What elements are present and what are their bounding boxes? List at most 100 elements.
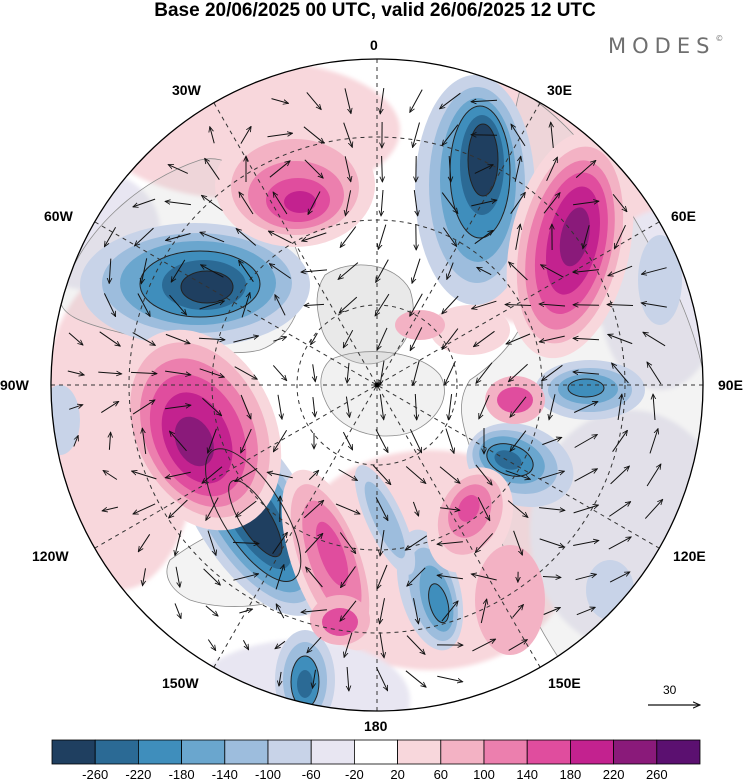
- wind-vector-arrow: [236, 229, 257, 246]
- colorbar-swatch: [483, 739, 528, 765]
- wind-vector-arrow: [235, 467, 258, 481]
- colorbar-tick-label: -260: [82, 767, 109, 782]
- wind-vector-arrow: [413, 122, 420, 148]
- wind-vector-arrow: [372, 465, 391, 484]
- wind-vector-arrow: [335, 503, 360, 514]
- wind-vector-arrow: [344, 156, 351, 181]
- wind-vector-arrow: [313, 397, 315, 417]
- brand-mark: ©: [715, 34, 724, 43]
- wind-vector-arrow: [202, 195, 223, 212]
- wind-vector-arrow: [646, 464, 661, 487]
- wind-vector-arrow: [509, 262, 528, 281]
- wind-vector-arrow: [539, 471, 565, 480]
- wind-vector-arrow: [539, 538, 565, 547]
- modes-logo: MODES©: [608, 34, 723, 58]
- colorbar-swatch: [267, 739, 312, 765]
- lon-label-120e: 120E: [673, 548, 706, 564]
- wind-vector-arrow: [233, 574, 258, 581]
- lon-label-30e: 30E: [547, 82, 572, 98]
- wind-vector-arrow: [413, 360, 420, 385]
- wind-vector-arrow: [344, 632, 353, 658]
- wind-vector-arrow: [208, 428, 217, 453]
- wind-vector-arrow: [476, 362, 493, 384]
- colorbar-tick-label: 260: [645, 767, 668, 782]
- wind-vector-arrow: [541, 265, 564, 278]
- wind-vector-arrow: [378, 224, 387, 250]
- wind-vector-arrow: [380, 598, 385, 624]
- wind-vector-arrow: [275, 295, 286, 316]
- colorbar-swatch: [51, 739, 96, 765]
- wind-vector-arrow: [448, 394, 453, 420]
- colorbar-tick-label: 20: [390, 767, 405, 782]
- high-kara: [485, 376, 545, 424]
- wind-vector-arrow: [573, 505, 599, 514]
- wind-vector-arrow: [608, 537, 631, 550]
- wind-vector-arrow: [242, 640, 248, 649]
- colorbar-swatch: [570, 739, 615, 765]
- wind-vector-arrow: [132, 471, 157, 480]
- wind-vector-arrow: [171, 259, 186, 282]
- wind-vector-arrow: [307, 636, 322, 653]
- wind-vector-arrow: [375, 667, 389, 690]
- wind-vector-arrow: [239, 260, 254, 282]
- colorbar-swatch: [613, 739, 658, 765]
- wind-vector-arrow: [137, 293, 150, 317]
- wind-vector-arrow: [301, 610, 327, 613]
- wind-vector-arrow: [437, 542, 463, 544]
- lat-circle: [128, 136, 626, 634]
- wind-vector-arrow: [513, 530, 523, 555]
- map-title: Base 20/06/2025 00 UTC, valid 26/06/2025…: [154, 0, 596, 21]
- colorbar-tick-label: -220: [125, 767, 152, 782]
- wind-vector-arrow: [609, 572, 630, 583]
- wind-vector-arrow: [549, 394, 556, 419]
- wind-vector-arrow: [542, 577, 561, 578]
- wind-vector-arrow: [132, 332, 156, 346]
- north-pole: [374, 382, 380, 388]
- wind-vector-arrow: [539, 304, 566, 306]
- lon-label-150w: 150W: [162, 675, 199, 691]
- wind-vector-arrow: [170, 431, 187, 452]
- wind-vector-arrow: [67, 370, 84, 375]
- wind-vector-arrow: [303, 500, 323, 519]
- wind-vector-arrow: [165, 201, 191, 206]
- wind-vector-arrow: [347, 666, 349, 691]
- wind-vector-arrow: [343, 122, 353, 148]
- wind-vector-arrow: [508, 640, 528, 651]
- wind-vector-arrow: [607, 305, 634, 306]
- wind-vector-arrow: [272, 365, 286, 380]
- wind-vector-arrow: [143, 568, 146, 585]
- wind-vector-arrow: [240, 394, 251, 419]
- wind-vector-arrow: [199, 301, 225, 310]
- wind-vector-arrow: [474, 330, 495, 346]
- wind-vector-arrow: [267, 472, 293, 479]
- wind-vector-arrow: [104, 227, 117, 246]
- wind-vector-arrow: [311, 333, 318, 344]
- wind-vector-arrow: [301, 270, 328, 272]
- wind-vector-arrow: [304, 533, 323, 553]
- high-north-pacific: [118, 329, 282, 531]
- wind-vector-arrow: [98, 372, 121, 374]
- low-weak-east: [638, 235, 682, 325]
- wind-vector-arrow: [410, 327, 423, 350]
- wind-vector-arrow: [376, 327, 388, 350]
- wind-vector-arrow: [273, 192, 288, 215]
- wind-vector-arrow: [340, 600, 357, 621]
- lon-label-60e: 60E: [671, 208, 696, 224]
- wind-vector-arrow: [412, 258, 421, 284]
- wind-vector-arrow: [573, 338, 600, 339]
- wind-vector-arrow: [405, 466, 426, 484]
- wind-vector-arrow: [273, 337, 286, 342]
- wind-vector-arrow: [480, 599, 486, 624]
- wind-vector-arrow: [543, 193, 560, 214]
- high-weak-arctic-core: [395, 310, 445, 340]
- wind-vector-arrow: [341, 566, 356, 587]
- wind-vector-arrow: [474, 230, 493, 245]
- wind-vector-arrow: [449, 155, 451, 182]
- graticule: [51, 59, 703, 711]
- wind-vector-arrow: [306, 567, 323, 588]
- wind-vector-arrow: [409, 429, 423, 452]
- wind-vector-arrow: [406, 635, 425, 655]
- wind-vector-arrow: [202, 466, 223, 484]
- anomaly-field: [51, 59, 703, 711]
- colorbar-swatch: [526, 739, 571, 765]
